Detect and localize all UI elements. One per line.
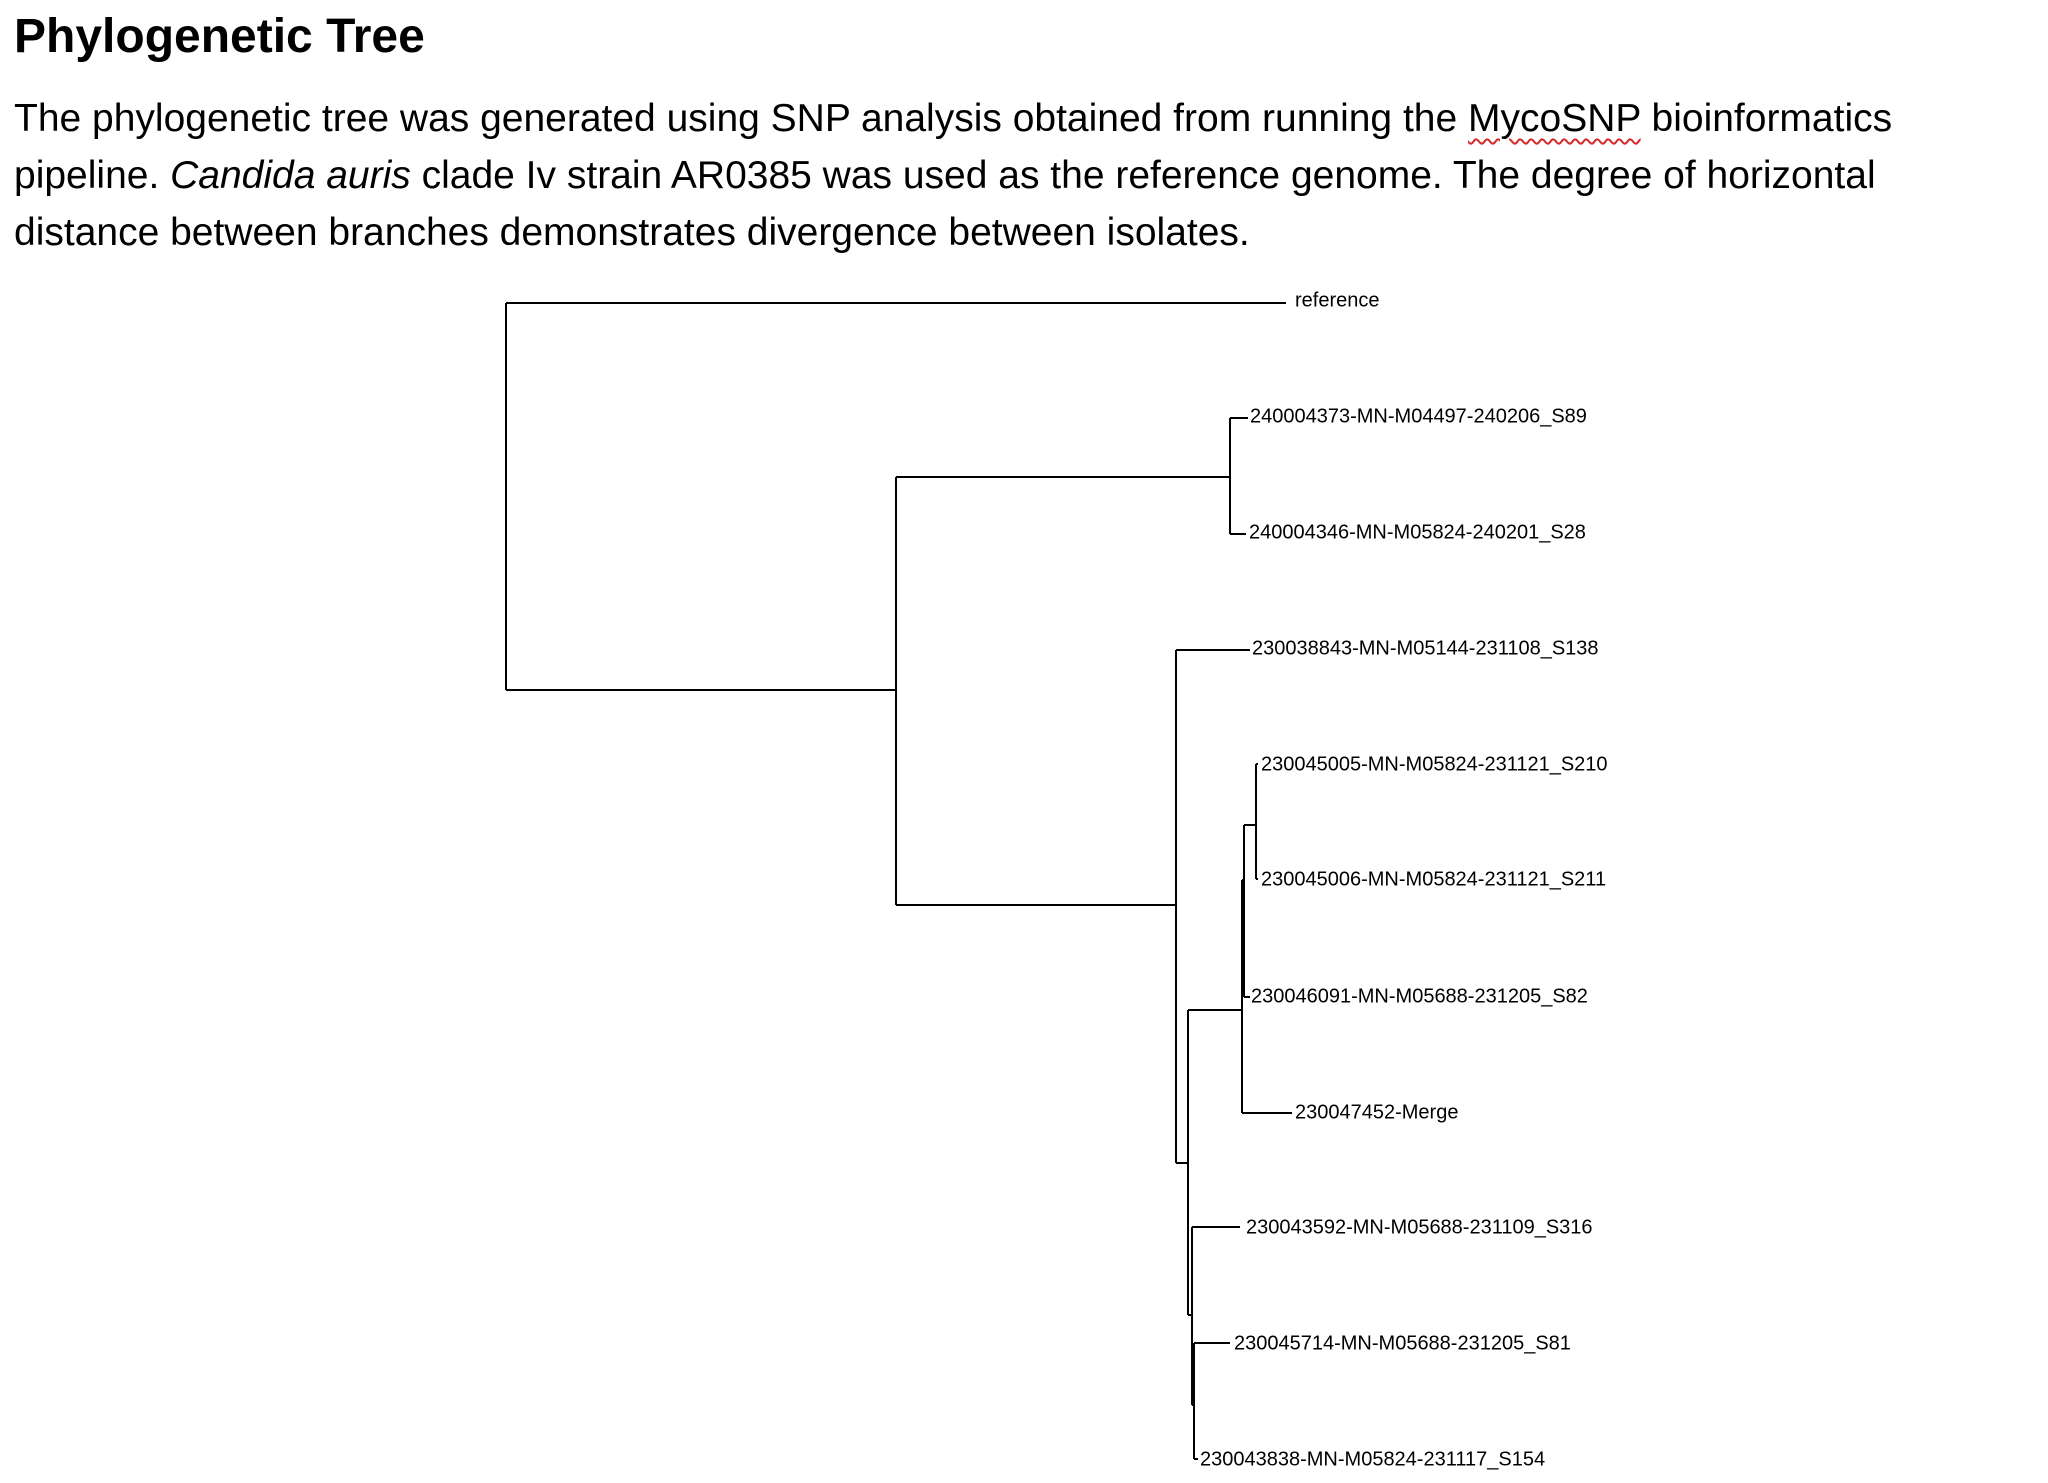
tip-label-s81: 230045714-MN-M05688-231205_S81	[1234, 1332, 1571, 1354]
tip-label-s89: 240004373-MN-M04497-240206_S89	[1250, 405, 1587, 427]
description-line-1: The phylogenetic tree was generated usin…	[14, 90, 2044, 147]
tip-label-reference: reference	[1295, 289, 1380, 311]
tip-label-s154: 230043838-MN-M05824-231117_S154	[1200, 1448, 1545, 1470]
species-name: Candida auris	[170, 154, 411, 197]
tip-label-s82: 230046091-MN-M05688-231205_S82	[1251, 985, 1588, 1007]
tip-label-s316: 230043592-MN-M05688-231109_S316	[1246, 1216, 1593, 1238]
page-title: Phylogenetic Tree	[14, 10, 425, 63]
description-line-2: pipeline. Candida auris clade Iv strain …	[14, 147, 2044, 204]
description-paragraph: The phylogenetic tree was generated usin…	[14, 90, 2044, 261]
description-text: bioinformatics	[1640, 97, 1893, 140]
tree-branches	[505, 302, 1292, 1460]
description-line-3: distance between branches demonstrates d…	[14, 211, 1250, 254]
tip-label-s28: 240004346-MN-M05824-240201_S28	[1249, 521, 1586, 543]
spellcheck-flagged-word[interactable]: MycoSNP	[1468, 97, 1641, 140]
tip-label-s138: 230038843-MN-M05144-231108_S138	[1252, 637, 1599, 659]
description-text: The phylogenetic tree was generated usin…	[14, 97, 1469, 140]
description-text: pipeline.	[14, 154, 171, 197]
tip-label-merge: 230047452-Merge	[1295, 1101, 1458, 1123]
description-text: clade Iv strain AR0385 was used as the r…	[410, 154, 1876, 197]
tip-label-s210: 230045005-MN-M05824-231121_S210	[1261, 753, 1608, 775]
tip-label-s211: 230045006-MN-M05824-231121_S211	[1261, 868, 1606, 890]
tree-tip-labels: reference 240004373-MN-M04497-240206_S89…	[1200, 289, 1608, 1470]
